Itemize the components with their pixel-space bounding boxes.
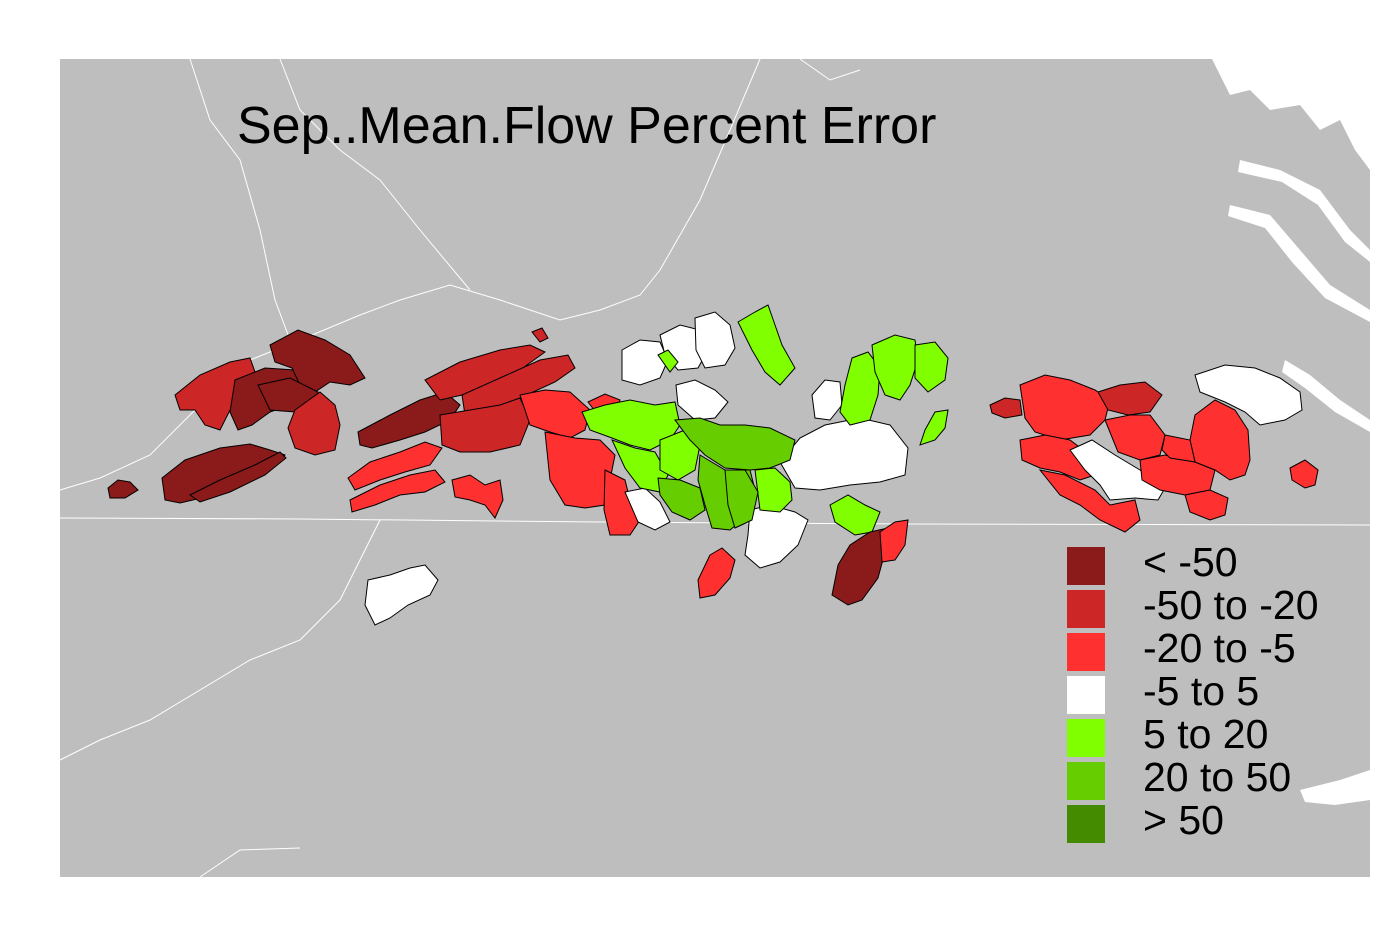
legend-label: 5 to 20: [1143, 711, 1269, 757]
watershed: [839, 351, 881, 426]
legend-swatch: [1067, 762, 1105, 800]
legend-swatch: [1067, 719, 1105, 757]
watershed: [189, 451, 287, 503]
watershed: [829, 494, 881, 536]
watershed: [831, 527, 889, 606]
watershed: [1161, 434, 1196, 463]
watershed: [675, 379, 729, 421]
watershed: [1289, 459, 1319, 489]
legend-swatch: [1067, 805, 1105, 843]
legend-label: 20 to 50: [1143, 754, 1292, 800]
watershed: [347, 441, 443, 491]
watershed: [674, 417, 796, 471]
legend-swatch: [1067, 547, 1105, 585]
watershed: [424, 344, 546, 401]
watershed: [603, 469, 641, 536]
watershed: [1038, 469, 1141, 533]
watershed: [621, 339, 669, 386]
watershed: [1097, 381, 1163, 416]
water-bay: [1212, 59, 1370, 170]
watershed: [724, 469, 759, 529]
legend-label: -50 to -20: [1143, 582, 1319, 628]
watershed: [694, 311, 736, 369]
legend-label: -5 to 5: [1143, 668, 1260, 714]
watershed: [779, 417, 909, 491]
watershed: [349, 469, 446, 513]
watershed: [871, 334, 919, 401]
watershed: [451, 474, 504, 519]
watersheds: [107, 304, 1319, 626]
watershed: [919, 409, 949, 446]
water-river-1: [1238, 160, 1370, 262]
watershed: [1184, 489, 1229, 521]
water-river-2: [1228, 205, 1370, 322]
watershed: [364, 564, 439, 626]
watershed: [657, 349, 679, 373]
water-river-3: [1282, 360, 1370, 432]
watershed: [657, 477, 706, 521]
watershed: [269, 329, 366, 393]
watershed: [581, 399, 681, 451]
watershed: [737, 304, 796, 386]
watershed: [879, 519, 909, 563]
watershed: [287, 391, 341, 456]
legend-swatch: [1067, 633, 1105, 671]
water-features: [1212, 59, 1370, 805]
watershed: [989, 397, 1023, 419]
watershed: [531, 327, 549, 343]
watershed: [1194, 364, 1303, 426]
legend-label: < -50: [1143, 539, 1238, 585]
water-sound: [1300, 770, 1370, 805]
watershed: [439, 397, 531, 453]
watershed: [519, 389, 591, 439]
watershed: [697, 547, 736, 599]
legend-swatch: [1067, 590, 1105, 628]
watershed: [1069, 439, 1166, 501]
legend-label: -20 to -5: [1143, 625, 1296, 671]
legend-label: > 50: [1143, 797, 1224, 843]
watershed: [914, 341, 949, 393]
watershed: [1019, 434, 1096, 481]
watershed: [754, 467, 793, 513]
legend-swatch: [1067, 676, 1105, 714]
watershed: [107, 479, 139, 499]
map-title: Sep..Mean.Flow Percent Error: [237, 97, 937, 155]
state-boundaries: [59, 58, 1371, 878]
